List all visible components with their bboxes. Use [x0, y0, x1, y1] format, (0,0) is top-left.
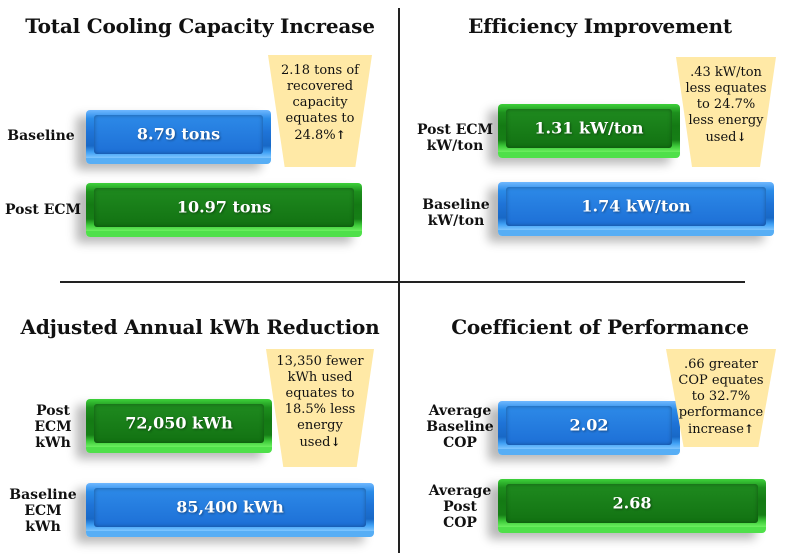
vertical-divider — [398, 8, 400, 553]
bar-label-baseline: Baseline ECM kWh — [9, 487, 77, 535]
panel-kwh-reduction: Adjusted Annual kWh Reduction Post ECM k… — [0, 279, 400, 557]
callout-text: 2.18 tons of recovered capacity equates … — [281, 63, 359, 143]
bar-value-baseline: 8.79 tons — [136, 124, 221, 144]
callout-box: 13,350 fewer kWh used equates to 18.5% l… — [266, 349, 374, 467]
callout-text: 13,350 fewer kWh used equates to 18.5% l… — [276, 354, 364, 450]
arrow-down-icon: ↓ — [330, 435, 341, 449]
arrow-down-icon: ↓ — [736, 130, 747, 144]
bar-value-baseline: 1.74 kW/ton — [581, 196, 691, 216]
bar-baseline: 8.79 tons — [86, 110, 271, 164]
callout-box: .66 greater COP equates to 32.7% perform… — [666, 349, 776, 447]
bar-label-baseline: Baseline kW/ton — [422, 197, 490, 229]
bar-label-baseline: Average Baseline COP — [426, 403, 494, 451]
bar-post-ecm: 10.97 tons — [86, 183, 362, 237]
panel-efficiency: Efficiency Improvement Post ECM kW/ton 1… — [400, 0, 800, 278]
bar-value-post-ecm: 72,050 kWh — [125, 413, 233, 433]
bar-baseline: 85,400 kWh — [86, 483, 374, 537]
bar-post: 2.68 — [498, 479, 766, 533]
bar-post-ecm: 1.31 kW/ton — [498, 104, 680, 158]
bar-baseline: 1.74 kW/ton — [498, 182, 774, 236]
bar-value-baseline: 85,400 kWh — [176, 497, 284, 517]
bar-label-post-ecm: Post ECM kWh — [34, 403, 72, 451]
bar-value-post: 2.68 — [612, 493, 652, 513]
callout-box: 2.18 tons of recovered capacity equates … — [268, 55, 372, 167]
bar-label-post-ecm: Post ECM — [4, 202, 82, 218]
callout-text: .66 greater COP equates to 32.7% perform… — [678, 357, 764, 437]
callout-box: .43 kW/ton less equates to 24.7% less en… — [676, 57, 776, 167]
bar-post-ecm: 72,050 kWh — [86, 399, 272, 453]
panel-title: Total Cooling Capacity Increase — [25, 14, 375, 38]
panel-cop: Coefficient of Performance Average Basel… — [400, 279, 800, 557]
bar-value-post-ecm: 10.97 tons — [176, 197, 272, 217]
horizontal-divider — [60, 281, 745, 283]
arrow-up-icon: ↑ — [743, 422, 754, 436]
bar-baseline: 2.02 — [498, 401, 680, 455]
bar-value-baseline: 2.02 — [569, 415, 609, 435]
bar-label-post-ecm: Post ECM kW/ton — [416, 122, 494, 154]
bar-label-post: Average Post COP — [428, 483, 492, 531]
panel-title: Adjusted Annual kWh Reduction — [20, 315, 380, 339]
bar-value-post-ecm: 1.31 kW/ton — [534, 118, 644, 138]
bar-label-baseline: Baseline — [7, 128, 75, 144]
panel-cooling-capacity: Total Cooling Capacity Increase Baseline… — [0, 0, 400, 278]
panel-title: Efficiency Improvement — [468, 14, 732, 38]
panel-title: Coefficient of Performance — [451, 315, 749, 339]
callout-text: .43 kW/ton less equates to 24.7% less en… — [685, 65, 767, 145]
arrow-up-icon: ↑ — [335, 128, 346, 142]
